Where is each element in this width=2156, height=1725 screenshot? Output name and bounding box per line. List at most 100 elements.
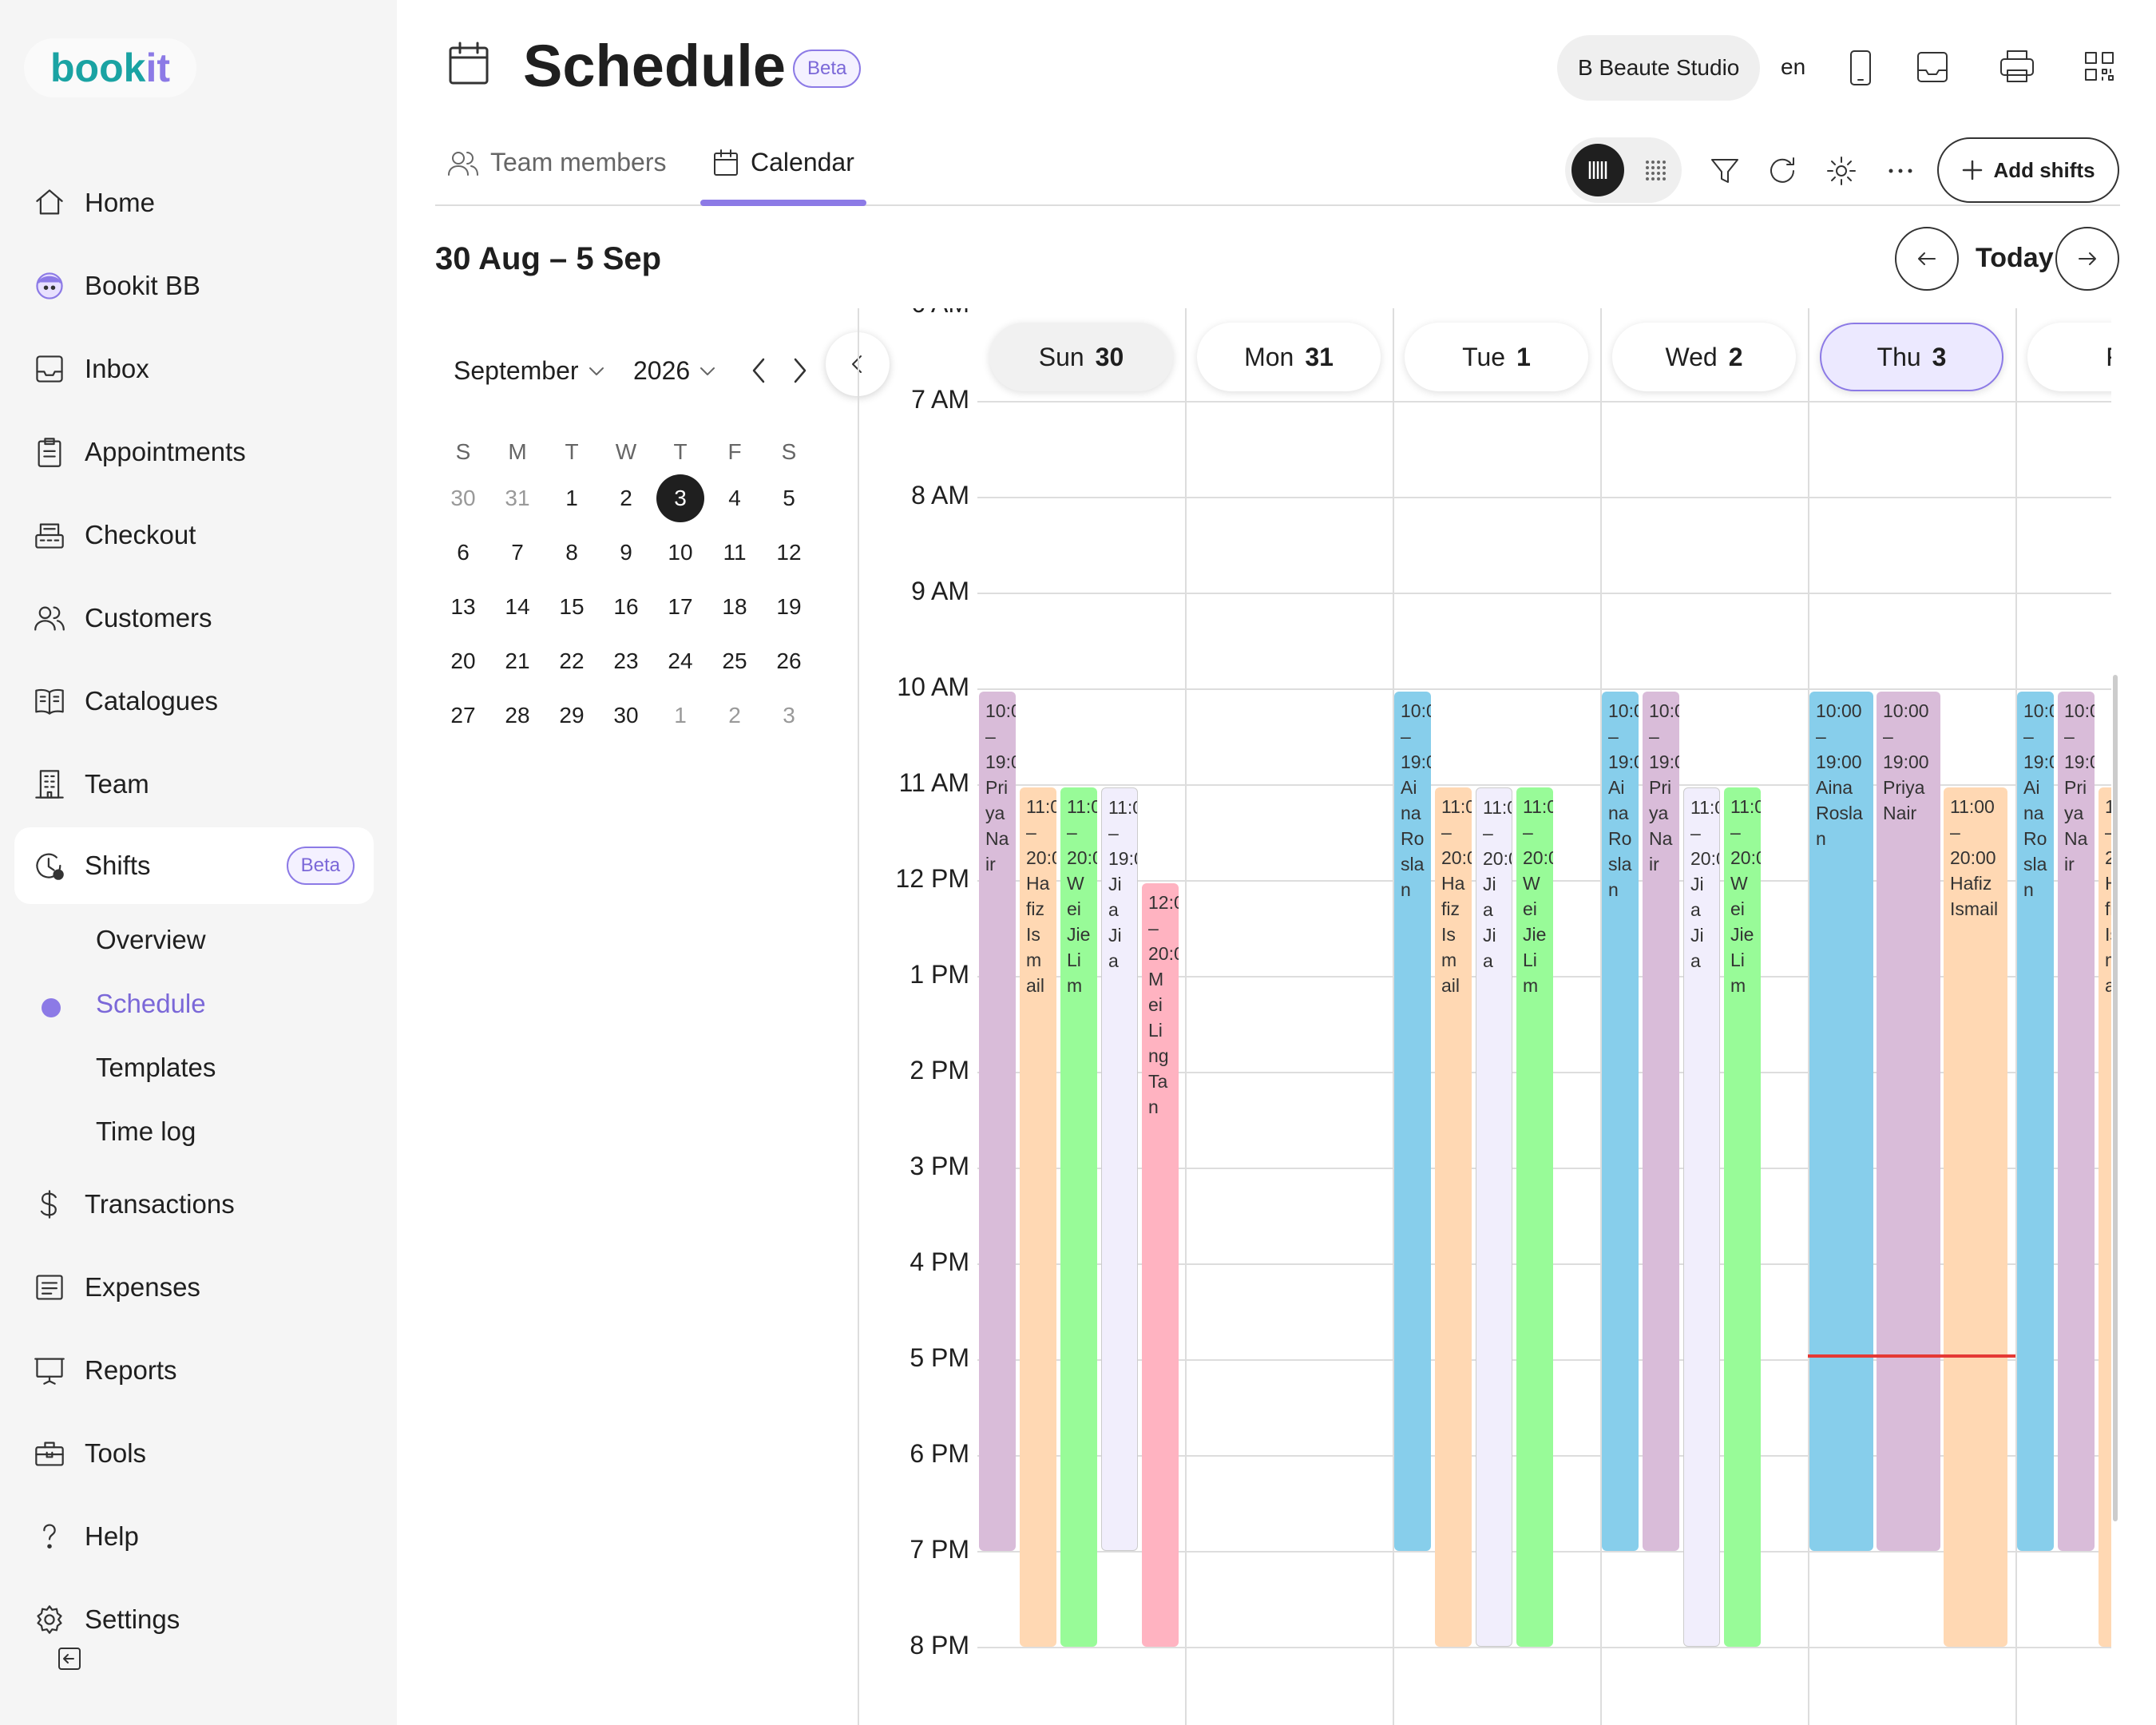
shift-block[interactable]: 10:00 – 19:00 Aina Roslan [1602,692,1639,1551]
mini-calendar-day[interactable]: 28 [505,703,530,728]
mini-calendar-day[interactable]: 9 [620,540,632,565]
mini-calendar-day[interactable]: 27 [450,703,476,728]
shift-block[interactable]: 10:00 – 19:00 Aina Roslan [1394,692,1431,1551]
shifts-sub-overview[interactable]: Overview [96,925,206,954]
sidebar-item-appointments[interactable]: Appointments [14,414,374,490]
mini-calendar-day[interactable]: 10 [668,540,693,565]
mini-calendar-day[interactable]: 4 [728,486,741,510]
mini-calendar-day[interactable]: 26 [776,648,802,673]
next-month-button[interactable] [787,356,811,389]
mini-calendar-day[interactable]: 18 [722,594,747,619]
mini-calendar-day[interactable]: 20 [450,648,476,673]
mini-calendar-day[interactable]: 30 [613,703,639,728]
shift-block[interactable]: 10:00 – 19:00 Priya Nair [2058,692,2095,1551]
sidebar-item-settings[interactable]: Settings [14,1581,374,1658]
mobile-icon[interactable] [1845,48,1877,92]
shifts-sub-schedule[interactable]: Schedule [96,989,206,1018]
shift-block[interactable]: 11:00 – 20:00 Wei Jie Lim [1516,787,1553,1647]
mini-calendar-day[interactable]: 6 [457,540,470,565]
mini-calendar-day[interactable]: 7 [511,540,524,565]
sidebar-item-transactions[interactable]: Transactions [14,1166,374,1243]
mini-calendar-day[interactable]: 2 [728,703,741,728]
mini-calendar-day[interactable]: 1 [565,486,578,510]
day-header[interactable]: Thu 3 [1820,323,2003,391]
sidebar-item-tools[interactable]: Tools [14,1415,374,1492]
mini-calendar-day[interactable]: 16 [613,594,639,619]
filter-icon[interactable] [1709,155,1741,191]
shift-block[interactable]: 11:00 – 20:00 Wei Jie Lim [1724,787,1761,1647]
shift-block[interactable]: 10:00 – 19:00 Priya Nair [1643,692,1679,1551]
next-week-button[interactable] [2055,227,2119,291]
studio-selector[interactable]: B Beaute Studio [1557,35,1761,101]
mini-calendar-day[interactable]: 8 [565,540,578,565]
collapse-sidebar-icon[interactable] [56,1645,83,1672]
mini-calendar-day[interactable]: 29 [559,703,585,728]
tab-team-members[interactable]: Team members [447,148,667,177]
week-view-icon[interactable] [1571,144,1624,196]
sidebar-item-help[interactable]: Help [14,1498,374,1575]
sidebar-item-catalogues[interactable]: Catalogues [14,663,374,740]
language-selector[interactable]: en [1781,54,1806,79]
inbox-tray-icon[interactable] [1915,50,1950,89]
shift-block[interactable]: 10:00 – 19:00 Aina Roslan [1809,692,1873,1551]
shift-block[interactable]: 10:00 – 19:00 Priya Nair [979,692,1016,1551]
shifts-sub-templates[interactable]: Templates [96,1053,216,1082]
mini-calendar-day[interactable]: 17 [668,594,693,619]
mini-calendar-day[interactable]: 25 [722,648,747,673]
sidebar-item-bookit-bb[interactable]: Bookit BB [14,248,374,324]
mini-calendar-day[interactable]: 13 [450,594,476,619]
mini-calendar-day[interactable]: 3 [783,703,795,728]
mini-calendar-day[interactable]: 5 [783,486,795,510]
tab-calendar[interactable]: Calendar [712,148,854,177]
day-header[interactable]: Mon 31 [1197,323,1381,391]
mini-calendar-day[interactable]: 30 [450,486,476,510]
mini-calendar-day[interactable]: 2 [620,486,632,510]
shift-block[interactable]: 11:00 – 19:00 Jia Jia [1101,787,1138,1551]
shift-block[interactable]: 11:00 – 20:00 Hafiz Ismail [2099,787,2111,1647]
settings-gear-icon[interactable] [1825,155,1857,191]
shift-block[interactable]: 11:00 – 20:00 Hafiz Ismail [1020,787,1056,1647]
shifts-sub-time-log[interactable]: Time log [96,1116,196,1146]
mini-calendar-day[interactable]: 15 [559,594,585,619]
sidebar-item-home[interactable]: Home [14,165,374,241]
prev-month-button[interactable] [747,356,771,389]
shift-block[interactable]: 10:00 – 19:00 Aina Roslan [2017,692,2054,1551]
print-icon[interactable] [1998,48,2036,89]
mini-calendar-day[interactable]: 1 [674,703,687,728]
day-header[interactable]: Tue 1 [1405,323,1588,391]
shift-block[interactable]: 11:00 – 20:00 Wei Jie Lim [1060,787,1097,1647]
mini-calendar-day[interactable]: 31 [505,486,530,510]
shift-block[interactable]: 11:00 – 20:00 Jia Jia [1683,787,1720,1647]
mini-calendar-day[interactable]: 19 [776,594,802,619]
mini-calendar-day[interactable]: 3 [656,474,704,522]
sidebar-item-shifts[interactable]: Shifts Beta [14,827,374,904]
shift-block[interactable]: 11:00 – 20:00 Hafiz Ismail [1944,787,2007,1647]
refresh-icon[interactable] [1766,155,1798,191]
sidebar-item-reports[interactable]: Reports [14,1332,374,1409]
month-view-icon[interactable] [1629,144,1682,196]
mini-calendar-day[interactable]: 24 [668,648,693,673]
qr-code-icon[interactable] [2083,50,2116,87]
mini-calendar-day[interactable]: 12 [776,540,802,565]
mini-calendar-day[interactable]: 23 [613,648,639,673]
shift-block[interactable]: 12:00 – 20:00 Mei Ling Tan [1142,883,1179,1647]
day-header[interactable]: Wed 2 [1612,323,1796,391]
year-select[interactable]: 2026 [633,356,717,386]
previous-week-button[interactable] [1895,227,1959,291]
app-logo[interactable]: bookit [24,38,196,97]
day-header[interactable]: F [2027,323,2111,391]
sidebar-item-team[interactable]: Team [14,746,374,823]
sidebar-item-inbox[interactable]: Inbox [14,331,374,407]
calendar-scrollbar[interactable] [2113,675,2118,1521]
shift-block[interactable]: 10:00 – 19:00 Priya Nair [1877,692,1940,1551]
sidebar-item-customers[interactable]: Customers [14,580,374,656]
mini-calendar-day[interactable]: 14 [505,594,530,619]
mini-calendar-day[interactable]: 11 [723,540,747,565]
today-button[interactable]: Today [1976,243,2054,273]
sidebar-item-expenses[interactable]: Expenses [14,1249,374,1326]
add-shifts-button[interactable]: Add shifts [1937,137,2119,203]
day-header[interactable]: Sun 30 [989,323,1173,391]
view-toggle[interactable] [1565,137,1682,203]
more-options-icon[interactable] [1885,155,1916,191]
shift-block[interactable]: 11:00 – 20:00 Jia Jia [1476,787,1512,1647]
